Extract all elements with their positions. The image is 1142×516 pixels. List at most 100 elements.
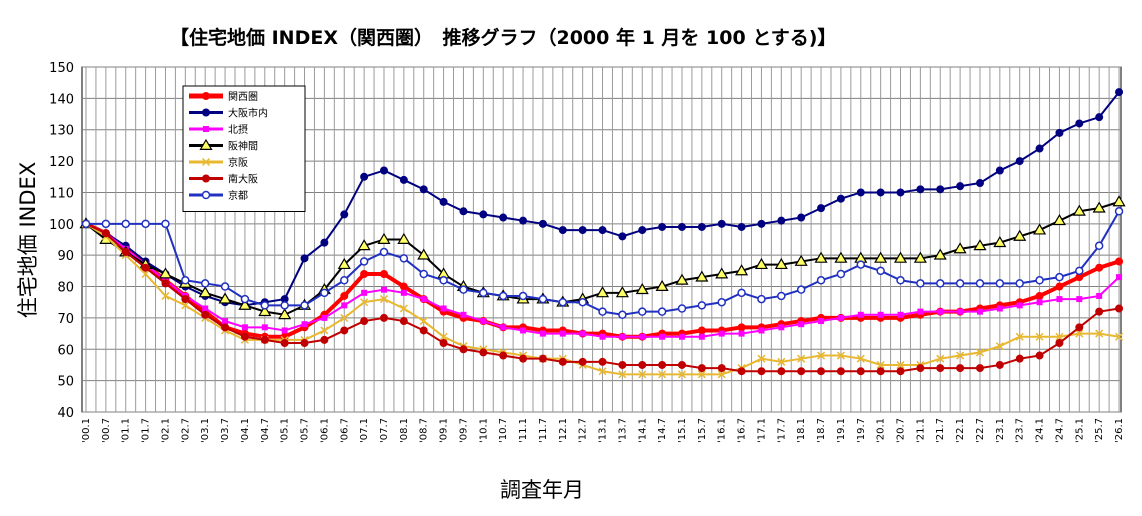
chart-title: 【住宅地価 INDEX（関西圏） 推移グラフ（2000 年 1 月を 100 と… — [170, 26, 836, 49]
data-point — [816, 276, 826, 285]
x-tick-label: '25.7 — [1094, 418, 1105, 443]
legend-label: 北摂 — [228, 123, 248, 136]
data-point — [697, 301, 707, 310]
data-point — [558, 226, 567, 235]
data-point — [976, 308, 983, 315]
data-point — [856, 354, 865, 363]
legend-entry: 大阪市内 — [189, 107, 268, 120]
data-point — [757, 354, 766, 363]
y-axis-label: 住宅地価 INDEX — [16, 162, 40, 318]
data-point — [1055, 128, 1064, 137]
data-point — [579, 330, 586, 337]
data-point — [737, 323, 746, 332]
data-point — [876, 188, 885, 197]
y-tick-label: 60 — [57, 343, 74, 358]
data-point — [738, 330, 745, 337]
data-point — [340, 210, 349, 219]
data-point — [320, 238, 329, 247]
data-point — [101, 229, 110, 238]
data-point — [615, 286, 629, 298]
data-point — [639, 333, 646, 340]
data-point — [121, 248, 130, 257]
x-tick-label: '13.1 — [598, 418, 609, 443]
data-point — [1035, 276, 1044, 285]
data-point — [1015, 279, 1024, 288]
data-point — [718, 330, 725, 337]
series-6 — [81, 207, 1124, 320]
data-point — [1033, 223, 1047, 235]
data-point — [280, 339, 289, 347]
data-point — [737, 367, 746, 376]
data-point — [1075, 266, 1084, 276]
x-tick-label: '16.7 — [737, 418, 748, 443]
data-point — [917, 308, 924, 315]
x-tick-label: '14.7 — [657, 418, 668, 443]
data-point — [834, 251, 848, 263]
x-tick-label: '23.7 — [1015, 418, 1026, 443]
data-point — [538, 354, 547, 363]
data-point — [500, 324, 507, 331]
data-point — [241, 324, 248, 331]
x-tick-label: '24.7 — [1054, 418, 1065, 443]
x-tick-label: '11.1 — [518, 418, 529, 443]
data-point — [1035, 332, 1044, 341]
data-point — [955, 279, 965, 288]
data-point — [439, 197, 448, 206]
data-point — [659, 333, 666, 340]
data-point — [439, 339, 448, 347]
data-point — [379, 166, 388, 175]
x-tick-label: '20.1 — [876, 418, 887, 443]
x-tick-label: '18.7 — [816, 418, 827, 443]
data-point — [1096, 292, 1103, 299]
data-point — [357, 239, 371, 251]
data-point — [419, 269, 428, 279]
y-tick-label: 80 — [57, 281, 74, 296]
data-point — [953, 242, 967, 254]
legend-entry: 関西圏 — [189, 91, 258, 103]
data-point — [1035, 351, 1044, 360]
data-point — [1075, 323, 1084, 332]
data-point — [935, 279, 945, 288]
data-point — [420, 296, 427, 303]
data-point — [518, 291, 528, 301]
data-point — [697, 326, 706, 335]
data-point — [499, 351, 508, 360]
x-tick-label: '14.1 — [637, 418, 648, 443]
data-point — [1095, 113, 1104, 122]
data-point — [440, 305, 447, 312]
data-point — [261, 324, 268, 331]
data-point — [836, 351, 845, 360]
data-point — [1036, 299, 1043, 306]
data-point — [916, 364, 925, 373]
data-point — [1015, 354, 1024, 363]
data-point — [936, 185, 945, 194]
x-tick-label: '15.1 — [677, 418, 688, 443]
data-point — [717, 364, 726, 373]
data-point — [161, 219, 170, 229]
x-tick-label: '17.7 — [776, 418, 787, 443]
legend-entry: 北摂 — [189, 123, 248, 136]
data-point — [300, 301, 309, 310]
data-point — [337, 257, 351, 270]
data-point — [1055, 272, 1064, 282]
x-tick-label: '20.7 — [896, 418, 907, 443]
data-point — [1055, 339, 1064, 347]
data-point — [1055, 332, 1064, 341]
data-point — [735, 264, 749, 276]
data-point — [774, 257, 788, 270]
data-point — [1015, 332, 1024, 341]
data-point — [876, 367, 885, 376]
data-point — [218, 292, 232, 304]
data-point — [675, 273, 689, 285]
data-point — [896, 367, 905, 376]
data-point — [559, 330, 566, 337]
data-point — [876, 266, 885, 276]
x-tick-label: '16.1 — [717, 418, 728, 443]
data-point — [300, 339, 309, 347]
x-axis-label: 調査年月 — [500, 478, 584, 502]
y-axis: 40 50 60 70 80 90 100 110 120 130 140 150 — [49, 61, 74, 421]
data-point — [697, 370, 706, 379]
data-point — [598, 307, 607, 316]
data-point — [498, 291, 508, 301]
